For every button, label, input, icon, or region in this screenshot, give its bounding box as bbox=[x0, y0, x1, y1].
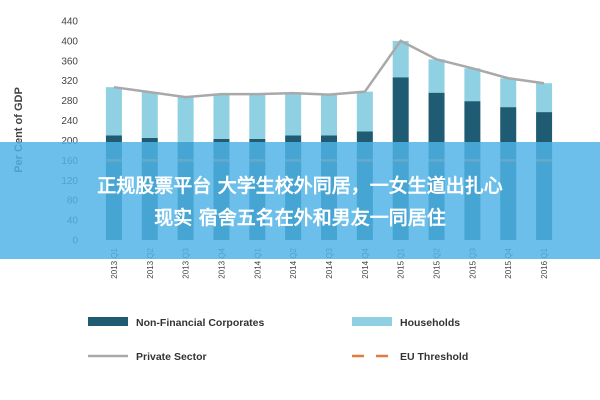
private-sector-line bbox=[113, 39, 545, 99]
y-tick-label: 360 bbox=[61, 56, 78, 67]
x-axis: 2013 Q1 2013 Q2 2013 Q3 2013 Q4 2014 Q1 2014 … bbox=[110, 247, 549, 278]
banner-line-2: 现实 宿舍五名在外和男友一同居住 bbox=[154, 207, 446, 229]
x-tick-label: 2015 Q2 bbox=[433, 247, 442, 278]
legend-label: Private Sector bbox=[136, 351, 207, 363]
x-tick-label: 2015 Q3 bbox=[468, 247, 477, 278]
x-tick-label: 2013 Q4 bbox=[217, 247, 226, 278]
banner-line-1: 正规股票平台 大学生校外同居，一女生道出扎心 bbox=[97, 175, 503, 197]
banner-overlay: 正规股票平台 大学生校外同居，一女生道出扎心 现实 宿舍五名在外和男友一同居住 bbox=[0, 142, 600, 259]
legend-label: Non-Financial Corporates bbox=[136, 317, 265, 329]
legend: Non-Financial Corporates Households Privat… bbox=[88, 317, 468, 363]
legend-swatch bbox=[352, 317, 392, 326]
bar-households bbox=[536, 83, 553, 113]
x-tick-label: 2015 Q4 bbox=[504, 247, 513, 278]
legend-swatch bbox=[88, 317, 128, 326]
y-tick-label: 400 bbox=[61, 36, 78, 47]
banner-text: 正规股票平台 大学生校外同居，一女生道出扎心 现实 宿舍五名在外和男友一同居住 bbox=[0, 170, 600, 234]
legend-label: EU Threshold bbox=[400, 351, 468, 363]
x-tick-label: 2013 Q2 bbox=[146, 247, 155, 278]
bar-households bbox=[500, 78, 517, 108]
y-tick-label: 320 bbox=[61, 76, 78, 87]
x-tick-label: 2014 Q4 bbox=[361, 247, 370, 278]
x-tick-label: 2015 Q1 bbox=[397, 247, 406, 278]
bar-households bbox=[392, 40, 409, 78]
bar-households bbox=[285, 93, 302, 136]
legend-label: Households bbox=[400, 317, 460, 329]
x-tick-label: 2014 Q1 bbox=[253, 247, 262, 278]
y-tick-label: 200 bbox=[61, 136, 78, 147]
bar-households bbox=[177, 97, 194, 142]
y-tick-label: 240 bbox=[61, 116, 78, 127]
bar-households bbox=[428, 59, 445, 93]
bar-households bbox=[105, 87, 122, 136]
bar-households bbox=[141, 92, 158, 138]
x-tick-label: 2014 Q3 bbox=[325, 247, 334, 278]
bar-households bbox=[464, 68, 481, 102]
x-tick-label: 2016 Q1 bbox=[540, 247, 549, 278]
bar-households bbox=[356, 91, 373, 132]
bar-households bbox=[213, 94, 230, 139]
bar-households bbox=[249, 94, 266, 139]
x-tick-label: 2013 Q1 bbox=[110, 247, 119, 278]
bar-households bbox=[321, 94, 337, 136]
x-tick-label: 2014 Q2 bbox=[289, 247, 298, 278]
x-tick-label: 2013 Q3 bbox=[182, 247, 191, 278]
y-tick-label: 280 bbox=[61, 96, 78, 107]
y-tick-label: 440 bbox=[61, 17, 78, 28]
